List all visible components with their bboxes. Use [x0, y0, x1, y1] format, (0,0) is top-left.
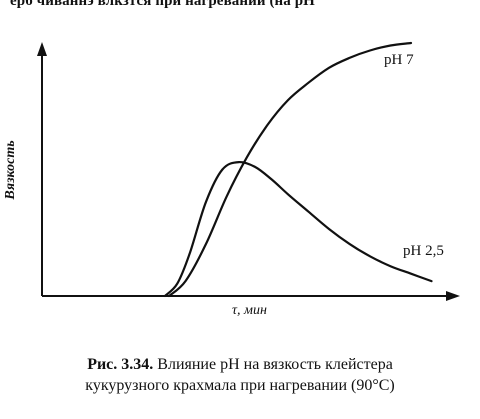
- y-axis-label: Вязкость: [3, 140, 18, 200]
- x-axis-arrow: [446, 291, 460, 301]
- series-line-ph7: [168, 41, 413, 298]
- figure-caption: Рис. 3.34. Влияние pH на вязкость клейст…: [0, 354, 480, 396]
- series-line-ph2-5: [163, 160, 433, 298]
- previous-text-fragment: ерб чиваннэ влкзтся при нагревании (на р…: [10, 0, 315, 9]
- series-label-ph7: pH 7: [384, 52, 414, 68]
- x-axis-label: τ, мин: [232, 303, 267, 318]
- caption-title: Влияние pH на вязкость клейстера: [157, 356, 393, 373]
- figure-number: Рис. 3.34.: [87, 356, 154, 373]
- series-label-ph2-5: pH 2,5: [403, 243, 444, 259]
- viscosity-chart: [37, 41, 460, 301]
- caption-line-1: Рис. 3.34. Влияние pH на вязкость клейст…: [0, 354, 480, 375]
- series-layer: [163, 41, 433, 298]
- caption-line-2: кукурузного крахмала при нагревании (90°…: [85, 377, 395, 394]
- y-axis-arrow: [37, 42, 47, 56]
